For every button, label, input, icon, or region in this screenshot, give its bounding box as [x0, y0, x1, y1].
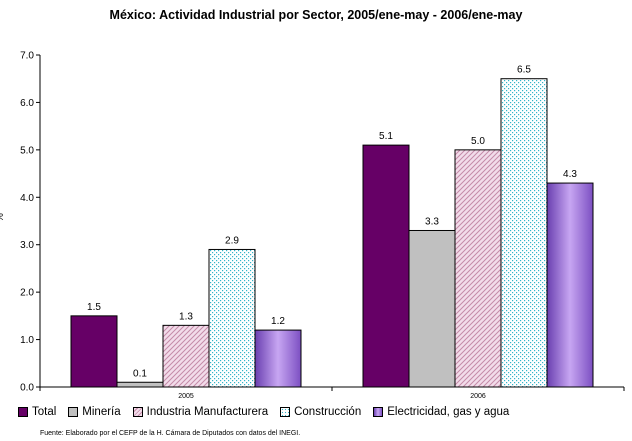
y-tick-label: 5.0 [20, 145, 34, 156]
y-tick-label: 4.0 [20, 193, 34, 204]
y-tick-label: 2.0 [20, 288, 34, 299]
legend-swatch [280, 407, 291, 417]
bar-total-2005 [70, 315, 118, 388]
y-tick-label: 6.0 [20, 98, 34, 109]
data-label: 6.5 [517, 65, 531, 76]
legend-label: Industria Manufacturera [146, 406, 269, 418]
legend-swatch [18, 407, 28, 417]
y-tick-label: 0.0 [20, 383, 34, 394]
chart-legend: Total Minería Industria Manufacturera Const… [18, 406, 628, 418]
source-note: Fuente: Elaborado por el CEFP de la H. C… [40, 430, 301, 437]
bar-industria-manufacturera-2005 [162, 324, 210, 388]
legend-label: Electricidad, gas y agua [387, 406, 510, 418]
data-label: 1.3 [179, 311, 193, 322]
data-label: 0.1 [133, 368, 147, 379]
y-tick-label: 7.0 [20, 51, 34, 62]
data-label: 5.0 [471, 136, 485, 147]
chart-title: México: Actividad Industrial por Sector,… [109, 8, 523, 22]
data-label: 1.5 [87, 302, 101, 313]
bar-industria-manufacturera-2006 [454, 149, 502, 388]
legend-swatch [373, 407, 384, 417]
legend-item: Total [18, 406, 56, 418]
legend-label: Construcción [294, 406, 362, 418]
bar-miner-a-2005 [116, 381, 164, 388]
legend-item: Electricidad, gas y agua [373, 406, 509, 418]
legend-item: Minería [68, 406, 121, 418]
legend-label: Total [32, 406, 57, 418]
bar-construcci-n-2006 [500, 78, 548, 388]
legend-item: Construcción [280, 406, 361, 418]
legend-swatch [132, 407, 143, 417]
bar-miner-a-2006 [408, 229, 456, 388]
bar-electricidad-gas-y-agua-2006 [546, 182, 594, 388]
bar-electricidad-gas-y-agua-2005 [254, 329, 302, 388]
legend-item: Industria Manufacturera [132, 406, 269, 418]
x-category-label: 2005 [178, 393, 194, 400]
data-label: 1.2 [271, 316, 285, 327]
y-tick-label: 3.0 [20, 240, 34, 251]
bar-construcci-n-2005 [208, 248, 256, 388]
bar-total-2006 [362, 144, 410, 388]
data-label: 4.3 [563, 169, 577, 180]
legend-swatch [68, 407, 79, 417]
x-category-label: 2006 [470, 393, 486, 400]
data-label: 3.3 [425, 216, 439, 227]
legend-label: Minería [82, 406, 121, 418]
data-label: 5.1 [379, 131, 393, 142]
y-tick-label: 1.0 [20, 335, 34, 346]
data-label: 2.9 [225, 235, 239, 246]
